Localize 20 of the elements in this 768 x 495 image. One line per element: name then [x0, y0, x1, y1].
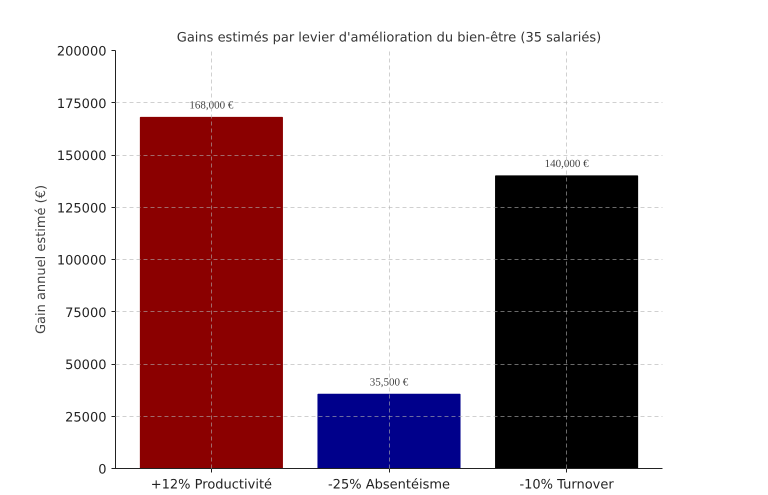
y-axis-title: Gain annuel estimé (€) [34, 184, 49, 334]
data-label: 35,500 € [370, 376, 409, 388]
data-label: 168,000 € [189, 99, 234, 112]
y-tick-label: 125000 [56, 201, 107, 216]
y-tick-label: 100000 [56, 254, 107, 268]
y-tick-label: 0 [98, 462, 107, 478]
bar [495, 175, 638, 468]
bar [317, 394, 461, 468]
x-tick-label: +12% Productivité [150, 478, 272, 492]
y-tick-label: 50000 [65, 358, 107, 373]
y-tick-label: 150000 [56, 149, 107, 164]
x-tick-label: -25% Absentéisme [328, 478, 450, 492]
chart-title: Gains estimés par levier d'amélioration du bien-être (35 salariés) [176, 30, 602, 46]
bar [140, 116, 283, 468]
y-tick-label: 200000 [56, 44, 107, 60]
y-tick-label: 175000 [56, 96, 107, 112]
data-label: 140,000 € [544, 158, 590, 170]
y-tick-label: 25000 [65, 410, 107, 426]
y-tick-label: 75000 [65, 306, 107, 321]
x-tick-label: -10% Turnover [519, 478, 614, 492]
